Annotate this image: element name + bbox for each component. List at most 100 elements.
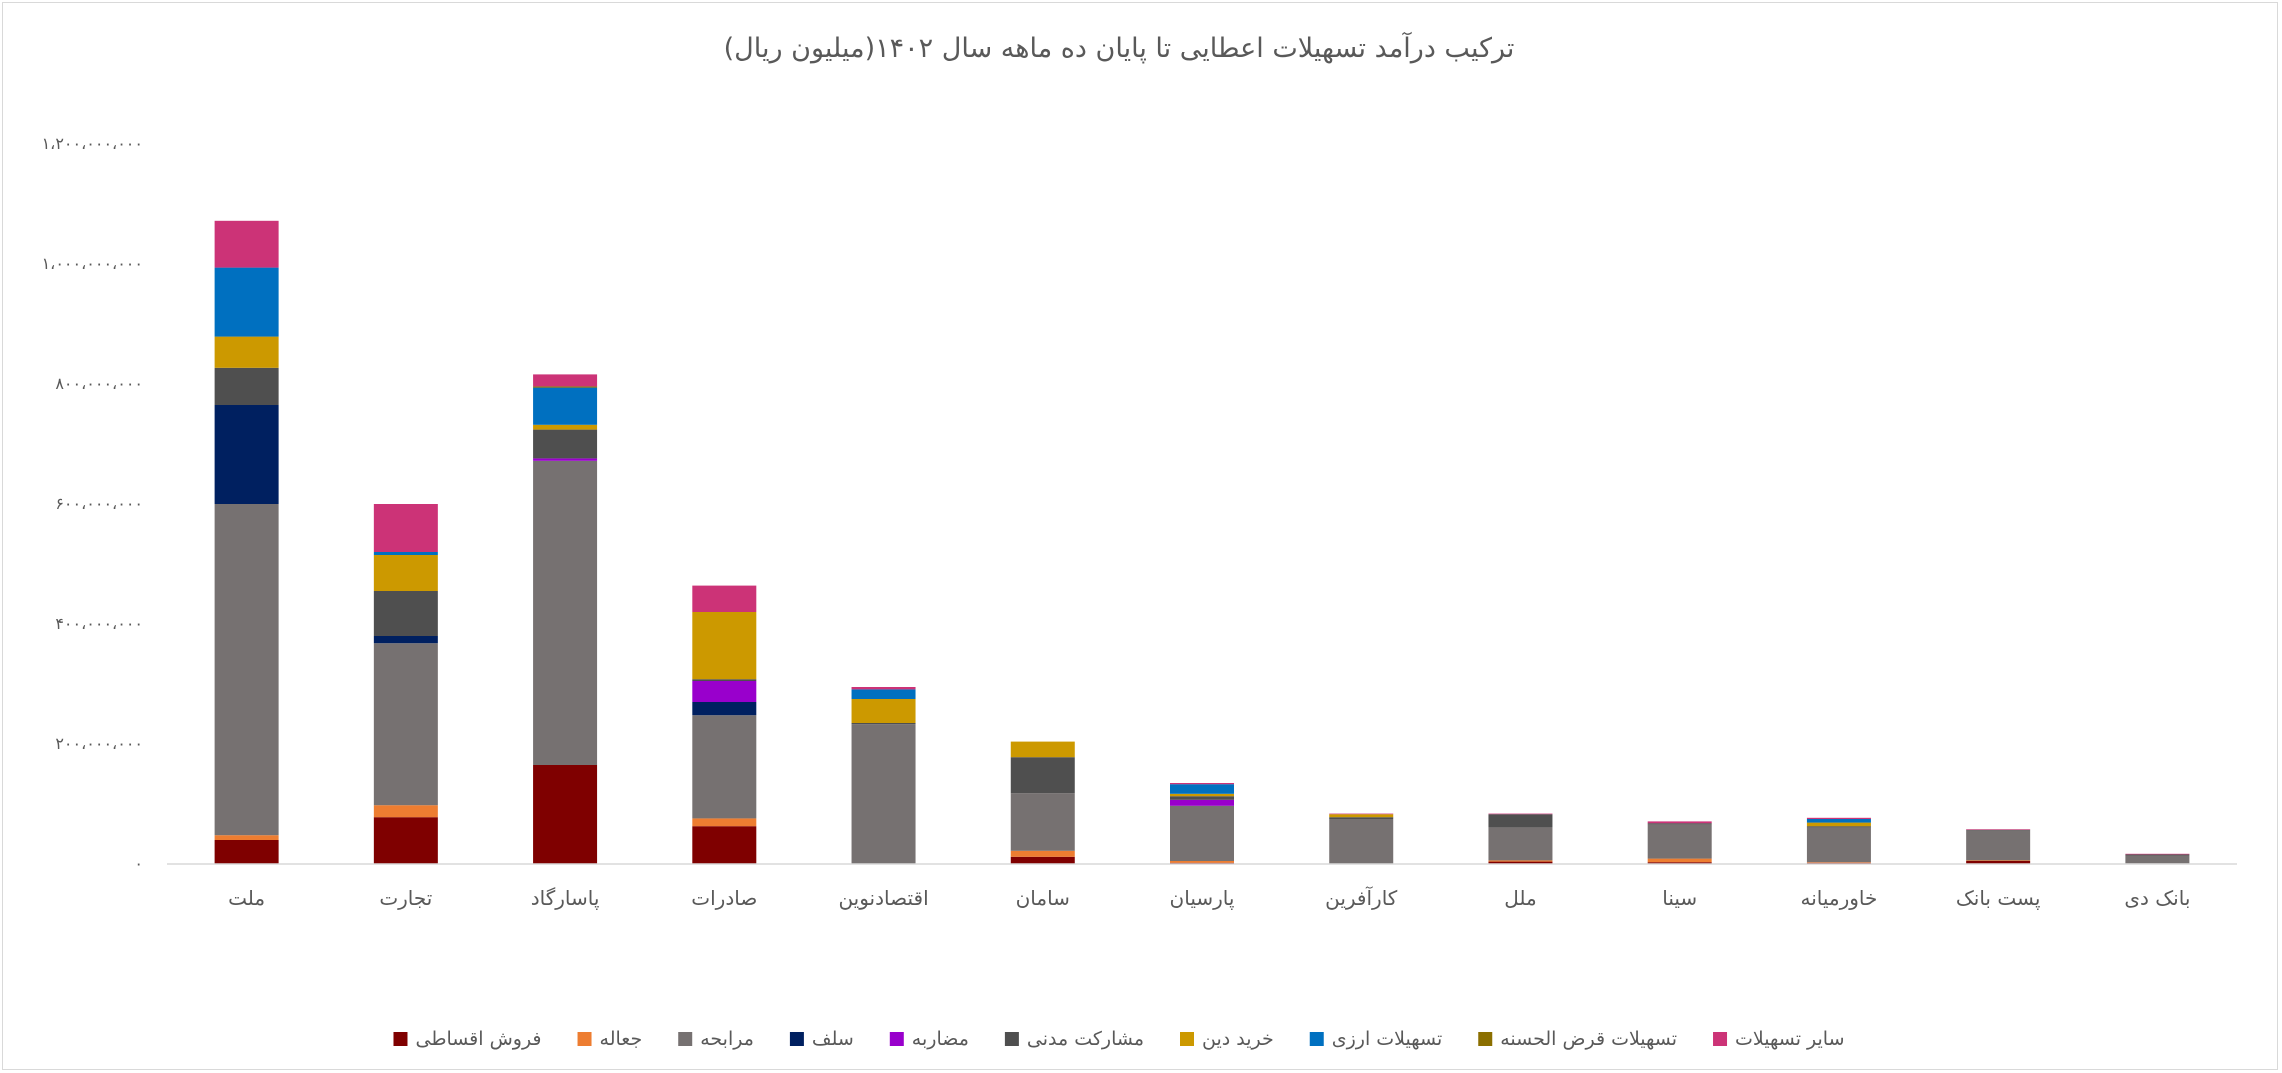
x-axis: ملت تجارت پاسارگاد صادرات اقتصادنوین سامان پار… [228, 885, 2190, 911]
x-tick-label: تجارت [379, 886, 432, 910]
bar-segment [1966, 861, 2031, 864]
bar-segment [214, 840, 279, 864]
bar-segment [1329, 817, 1394, 819]
x-tick-label: بانک دی [2124, 886, 2190, 910]
legend-swatch [393, 1032, 408, 1046]
bar-segment [1010, 856, 1075, 864]
bar-segment [214, 835, 279, 840]
bar-segment [214, 336, 279, 368]
bar-segment [373, 555, 438, 591]
bar-segment [373, 817, 438, 864]
bar-segment [373, 805, 438, 818]
x-tick-label: پارسیان [1170, 886, 1235, 911]
bar-segment [692, 818, 757, 827]
bar-segment [1170, 793, 1234, 797]
legend-item: فروش اقساطی [393, 1028, 542, 1050]
bar-segment [1806, 827, 1871, 863]
bar-segment [1010, 793, 1075, 851]
legend-item: مشارکت مدنی [1004, 1028, 1144, 1050]
bar-segment [214, 504, 279, 836]
legend-label: تسهیلات قرض الحسنه [1500, 1028, 1677, 1050]
bar-segment [692, 702, 757, 716]
bar-segment [1647, 823, 1712, 825]
bar-segment [533, 424, 598, 430]
legend-label: مرابحه [700, 1028, 754, 1050]
legend-label: مضاربه [912, 1028, 969, 1050]
legend-swatch [789, 1032, 804, 1046]
bar-segment [1488, 813, 1553, 815]
bar-segment [1647, 824, 1712, 859]
x-tick-label: کارآفرین [1325, 885, 1398, 910]
bar-segment [692, 681, 757, 702]
x-tick-label: ملل [1504, 886, 1536, 910]
bar-segment [1806, 822, 1871, 827]
bar-segment [1647, 821, 1712, 824]
legend-item: جعاله [577, 1028, 642, 1050]
bar-segment [1966, 829, 2031, 831]
bar-segment [373, 552, 438, 555]
bar-segment [1488, 860, 1553, 862]
legend-swatch [1004, 1032, 1019, 1046]
bar-segment [692, 826, 757, 864]
legend-label: خرید دین [1202, 1028, 1274, 1050]
bar-segment [692, 612, 757, 680]
bar-segment [1329, 819, 1394, 864]
legend-swatch [1478, 1032, 1493, 1046]
legend-swatch [577, 1032, 592, 1046]
bar-segment [2125, 854, 2190, 856]
legend-item: سایر تسهیلات [1713, 1028, 1845, 1050]
bar-segment [692, 585, 757, 612]
bar-segment [533, 429, 598, 459]
legend-item: خرید دین [1180, 1028, 1274, 1050]
bar-segment [1170, 796, 1234, 800]
bar-segment [851, 687, 916, 690]
bar-segment [1806, 826, 1871, 828]
bar-segment [1966, 860, 2031, 861]
y-tick-label: ۴۰۰،۰۰۰،۰۰۰ [55, 614, 143, 633]
bar-segment [1647, 862, 1712, 864]
legend-swatch [1180, 1032, 1194, 1046]
legend-label: سایر تسهیلات [1735, 1028, 1844, 1050]
bar-segment [533, 458, 598, 461]
y-tick-label: ۰ [134, 854, 143, 873]
bar-segment [1010, 757, 1075, 794]
y-tick-label: ۱،۲۰۰،۰۰۰،۰۰۰ [42, 134, 143, 153]
chart-title: ترکیب درآمد تسهیلات اعطایی تا پایان ده م… [724, 32, 1515, 64]
bar-segment [1488, 861, 1553, 864]
x-tick-label: پاسارگاد [531, 886, 600, 911]
x-tick-label: سامان [1016, 886, 1070, 910]
bar-segment [533, 374, 598, 387]
x-tick-label: پست بانک [1956, 886, 2041, 911]
y-tick-label: ۲۰۰،۰۰۰،۰۰۰ [55, 734, 143, 753]
x-tick-label: صادرات [691, 886, 757, 910]
bar-segment [692, 715, 757, 819]
bar-segment [373, 504, 438, 552]
bar-segment [692, 679, 757, 681]
bar-segment [533, 387, 598, 425]
legend-swatch [1713, 1032, 1728, 1046]
legend-label: مشارکت مدنی [1027, 1028, 1144, 1050]
chart-svg: ترکیب درآمد تسهیلات اعطایی تا پایان ده م… [42, 32, 2237, 1050]
bar-segment [214, 367, 279, 405]
legend-swatch [678, 1032, 693, 1046]
y-axis: ۰ ۲۰۰،۰۰۰،۰۰۰ ۴۰۰،۰۰۰،۰۰۰ ۶۰۰،۰۰۰،۰۰۰ ۸۰۰،۰۰… [42, 134, 143, 873]
bar-segment [1170, 783, 1234, 785]
bar-segment [1488, 814, 1553, 828]
bar-segment [533, 765, 598, 864]
bar-segment [851, 689, 916, 699]
bar-segment [1170, 799, 1234, 806]
bar-segment [533, 460, 598, 765]
bars-group [214, 220, 2190, 864]
legend-item: مرابحه [678, 1028, 754, 1050]
y-tick-label: ۶۰۰،۰۰۰،۰۰۰ [55, 494, 143, 513]
bar-segment [214, 267, 279, 337]
bar-segment [1170, 861, 1234, 863]
bar-segment [851, 723, 916, 725]
legend-item: تسهیلات قرض الحسنه [1478, 1028, 1677, 1050]
bar-segment [1010, 850, 1075, 857]
bar-segment [1170, 784, 1234, 794]
bar-segment [851, 699, 916, 723]
legend: فروش اقساطی جعاله مرابحه سلف مضاربه مشارکت مد… [393, 1028, 1845, 1050]
legend-swatch [889, 1032, 904, 1046]
